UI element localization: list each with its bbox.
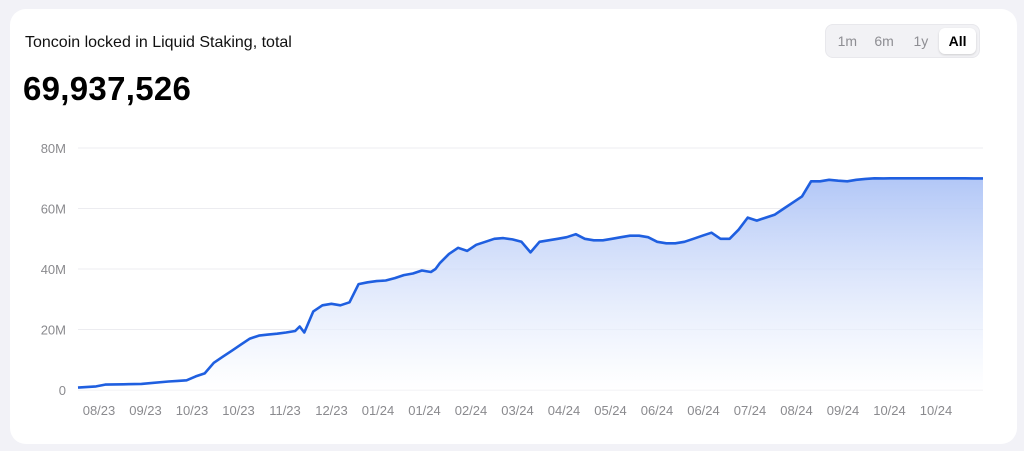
y-axis: 0 20M 40M 60M 80M xyxy=(41,141,66,398)
range-6m-button[interactable]: 6m xyxy=(874,33,894,49)
x-tick-label: 07/24 xyxy=(734,403,767,418)
series-area xyxy=(78,178,983,390)
range-all-button[interactable]: All xyxy=(939,28,976,54)
series-line xyxy=(77,177,983,389)
x-tick-label: 03/24 xyxy=(501,403,534,418)
x-tick-label: 08/23 xyxy=(83,403,116,418)
x-tick-label: 09/24 xyxy=(827,403,860,418)
y-tick-label: 20M xyxy=(41,323,66,338)
y-tick-label: 60M xyxy=(41,202,66,217)
x-tick-label: 01/24 xyxy=(408,403,441,418)
y-tick-label: 80M xyxy=(41,141,66,156)
y-tick-label: 40M xyxy=(41,262,66,277)
x-tick-label: 04/24 xyxy=(548,403,581,418)
range-1m-button[interactable]: 1m xyxy=(837,33,858,49)
x-tick-label: 10/24 xyxy=(920,403,953,418)
x-tick-label: 08/24 xyxy=(780,403,813,418)
x-tick-label: 12/23 xyxy=(315,403,348,418)
x-tick-label: 02/24 xyxy=(455,403,488,418)
range-1y-button[interactable]: 1y xyxy=(913,33,929,49)
x-tick-label: 10/24 xyxy=(873,403,906,418)
x-tick-label: 06/24 xyxy=(641,403,674,418)
x-tick-label: 09/23 xyxy=(129,403,162,418)
range-selector: 1m 6m 1y All xyxy=(825,24,980,58)
y-tick-label: 0 xyxy=(59,383,66,398)
chart-title: Toncoin locked in Liquid Staking, total xyxy=(25,34,292,51)
x-tick-label: 05/24 xyxy=(594,403,627,418)
total-value: 69,937,526 xyxy=(23,70,192,107)
x-tick-label: 01/24 xyxy=(362,403,395,418)
x-tick-label: 10/23 xyxy=(176,403,209,418)
x-tick-label: 06/24 xyxy=(687,403,720,418)
x-tick-label: 11/23 xyxy=(269,403,301,418)
x-tick-label: 10/23 xyxy=(222,403,255,418)
x-axis: 08/23 09/23 10/23 10/23 11/23 12/23 01/24 01/24… xyxy=(83,403,953,418)
